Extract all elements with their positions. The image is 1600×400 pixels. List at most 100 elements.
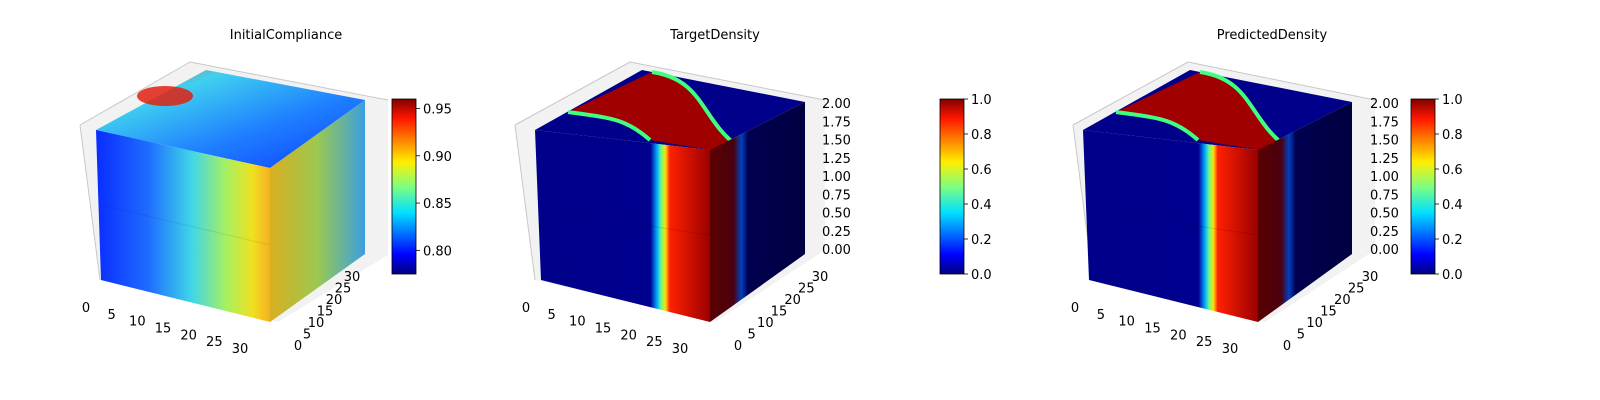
colorbar-tick-label: 1.0 — [971, 93, 992, 108]
y-tick-label: 0 — [294, 339, 302, 354]
colorbar-ticks: 0.80 0.85 0.90 0.95 — [416, 102, 452, 259]
colorbar-tick-label: 0.8 — [971, 128, 992, 143]
y-tick-label: 10 — [757, 316, 774, 331]
z-tick-label: 2.00 — [822, 97, 851, 112]
x-tick-labels: 0 5 10 15 20 25 30 — [522, 301, 688, 357]
z-tick-label: 1.25 — [1370, 152, 1399, 167]
panel-predicted-density: PredictedDensity 0 5 10 15 20 25 30 0510152025… — [1071, 28, 1463, 357]
z-tick-label: 1.50 — [822, 134, 851, 149]
chart-title: InitialCompliance — [230, 28, 343, 43]
colorbar-tick-label: 0.6 — [971, 163, 992, 178]
y-tick-label: 30 — [812, 270, 829, 285]
y-tick-label: 20 — [784, 293, 801, 308]
x-tick-label: 15 — [155, 322, 172, 337]
x-tick-label: 25 — [206, 335, 223, 350]
y-tick-label: 15 — [771, 305, 788, 320]
z-tick-label: 0.50 — [1370, 207, 1399, 222]
colorbar: 0.80 0.85 0.90 0.95 — [391, 98, 452, 275]
colorbar-tick-label: 0.85 — [423, 197, 452, 212]
y-tick-label: 15 — [317, 305, 334, 320]
voxel-block — [535, 70, 805, 322]
y-tick-label: 30 — [344, 270, 361, 285]
colorbar-tick-label: 0.90 — [423, 150, 452, 165]
x-tick-label: 10 — [1118, 315, 1135, 330]
x-tick-label: 5 — [548, 308, 556, 323]
z-tick-label: 1.75 — [822, 115, 851, 130]
x-tick-label: 20 — [1170, 328, 1187, 343]
x-tick-labels: 0 5 10 15 20 25 30 — [1071, 301, 1238, 357]
x-tick-label: 0 — [522, 301, 530, 316]
x-tick-label: 20 — [620, 328, 637, 343]
colorbar-tick-label: 0.4 — [971, 198, 992, 213]
chart-title: TargetDensity — [669, 28, 760, 43]
panel-target-density: TargetDensity 0 5 10 15 20 25 30 051015202530 … — [514, 28, 992, 357]
z-tick-label: 1.00 — [1370, 170, 1399, 185]
colorbar-ticks: 0.0 0.2 0.4 0.6 0.8 1.0 — [1435, 93, 1463, 283]
x-tick-label: 20 — [180, 328, 197, 343]
z-tick-label: 2.00 — [1370, 97, 1399, 112]
x-tick-label: 30 — [232, 342, 249, 357]
y-tick-label: 10 — [1306, 316, 1323, 331]
colorbar-tick-label: 0.2 — [971, 233, 992, 248]
y-tick-label: 20 — [1334, 293, 1351, 308]
x-tick-label: 30 — [1222, 342, 1239, 357]
voxel-block — [96, 70, 365, 322]
y-tick-label: 30 — [1362, 270, 1379, 285]
colorbar-tick-label: 0.8 — [1442, 128, 1463, 143]
y-tick-label: 5 — [1297, 328, 1305, 343]
colorbar-gradient — [1410, 98, 1436, 275]
z-tick-label: 0.25 — [1370, 225, 1399, 240]
colorbar-tick-label: 0.95 — [423, 102, 452, 117]
z-tick-labels: 0.00 0.25 0.50 0.75 1.00 1.25 1.50 1.75 2.00 — [1370, 97, 1399, 258]
y-tick-label: 5 — [748, 328, 756, 343]
z-tick-label: 1.75 — [1370, 115, 1399, 130]
x-tick-label: 30 — [672, 342, 689, 357]
x-tick-label: 15 — [595, 322, 612, 337]
colorbar-tick-label: 0.80 — [423, 244, 452, 259]
z-tick-label: 0.75 — [1370, 188, 1399, 203]
colorbar-tick-label: 0.0 — [971, 268, 992, 283]
z-tick-label: 1.50 — [1370, 134, 1399, 149]
y-tick-label: 5 — [303, 328, 311, 343]
colorbar-tick-label: 1.0 — [1442, 93, 1463, 108]
z-tick-label: 0.00 — [822, 243, 851, 258]
x-tick-label: 10 — [569, 315, 586, 330]
top-dense-region — [568, 72, 740, 150]
z-tick-label: 0.50 — [822, 207, 851, 222]
y-tick-label: 0 — [1283, 339, 1291, 354]
z-tick-labels: 0.00 0.25 0.50 0.75 1.00 1.25 1.50 1.75 2.00 — [822, 97, 851, 258]
y-tick-label: 25 — [1348, 282, 1365, 297]
voxel-block — [1083, 70, 1352, 322]
y-tick-label: 15 — [1320, 305, 1337, 320]
colorbar-gradient — [939, 98, 965, 275]
voxel-front-face — [535, 130, 710, 322]
chart-title: PredictedDensity — [1217, 28, 1328, 43]
x-tick-label: 25 — [1196, 335, 1213, 350]
y-tick-label: 25 — [798, 282, 815, 297]
x-tick-label: 25 — [646, 335, 663, 350]
voxel-front-face — [1083, 130, 1258, 322]
voxel-right-face — [1258, 102, 1352, 322]
top-dense-region — [1116, 72, 1288, 150]
colorbar: 0.0 0.2 0.4 0.6 0.8 1.0 — [1410, 93, 1463, 283]
colorbar-tick-label: 0.0 — [1442, 268, 1463, 283]
colorbar-ticks: 0.0 0.2 0.4 0.6 0.8 1.0 — [964, 93, 992, 283]
z-tick-label: 1.00 — [822, 170, 851, 185]
z-tick-label: 1.25 — [822, 152, 851, 167]
colorbar-gradient — [391, 98, 417, 275]
x-tick-label: 15 — [1144, 322, 1161, 337]
voxel-right-face — [270, 100, 365, 322]
z-tick-label: 0.25 — [822, 225, 851, 240]
y-tick-label: 10 — [308, 316, 325, 331]
x-tick-labels: 0 5 10 15 20 25 30 — [82, 301, 248, 357]
x-tick-label: 5 — [1097, 308, 1105, 323]
y-tick-label: 0 — [734, 339, 742, 354]
colorbar-tick-label: 0.4 — [1442, 198, 1463, 213]
z-tick-label: 0.00 — [1370, 243, 1399, 258]
z-tick-label: 0.75 — [822, 188, 851, 203]
hotspot — [137, 86, 193, 106]
